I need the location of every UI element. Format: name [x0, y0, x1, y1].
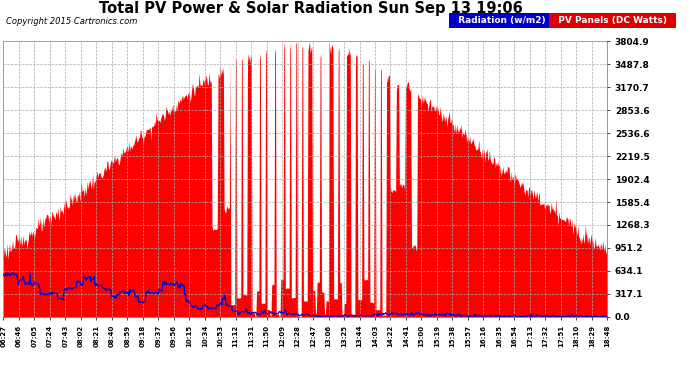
Text: Radiation (w/m2): Radiation (w/m2) — [452, 16, 552, 25]
Text: Copyright 2015 Cartronics.com: Copyright 2015 Cartronics.com — [6, 17, 137, 26]
Text: PV Panels (DC Watts): PV Panels (DC Watts) — [552, 16, 673, 25]
Text: Total PV Power & Solar Radiation Sun Sep 13 19:06: Total PV Power & Solar Radiation Sun Sep… — [99, 1, 522, 16]
